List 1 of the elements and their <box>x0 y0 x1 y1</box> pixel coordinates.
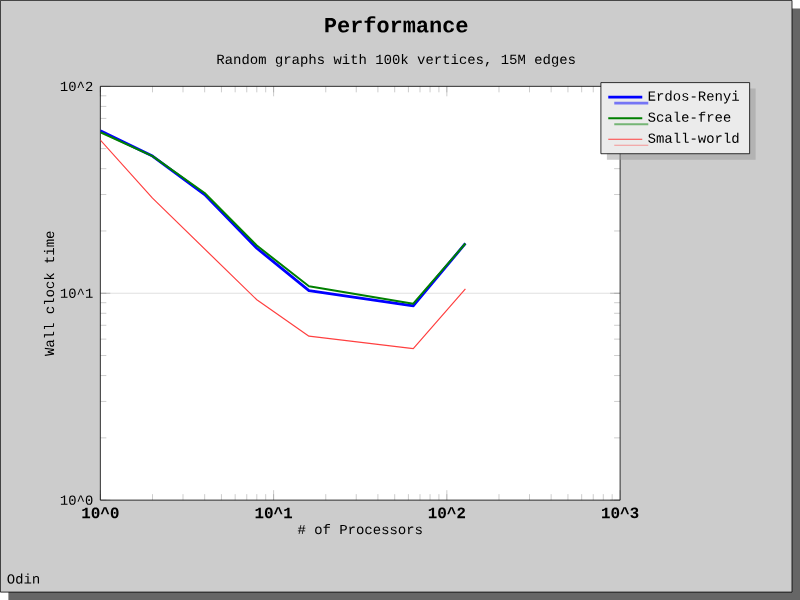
chart-title: Performance <box>325 16 468 33</box>
